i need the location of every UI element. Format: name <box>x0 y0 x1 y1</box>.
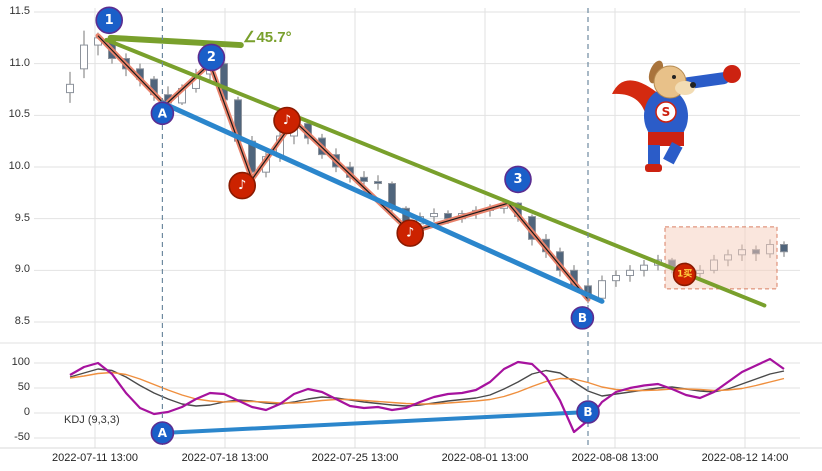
kdj-tick-label: -50 <box>14 431 30 443</box>
kdj-j-line <box>69 357 785 434</box>
y-tick-label: 11.5 <box>9 5 30 17</box>
blue-trendline <box>159 100 605 304</box>
marker-letter-circle <box>570 306 595 330</box>
dog-trunks <box>648 132 684 146</box>
marker-buy-label: 1买 <box>677 268 692 279</box>
zigzag-core-line <box>97 35 589 300</box>
kdj-blue-trendline <box>160 410 590 435</box>
dog-muzzle <box>675 81 695 95</box>
marker-music-label: ♪ <box>406 226 414 241</box>
kdj-tick-label: 50 <box>17 381 30 393</box>
marker-music-circle <box>396 219 425 247</box>
y-tick-label: 8.5 <box>14 315 30 327</box>
candle-body <box>66 83 74 94</box>
y-tick-label: 10.5 <box>8 108 30 120</box>
marker-number-label: 3 <box>513 172 522 187</box>
marker-music-label: ♪ <box>238 178 246 193</box>
candle-body <box>626 269 634 277</box>
candle-body <box>640 264 648 271</box>
marker-letter-label: A <box>158 426 168 440</box>
dog-badge-letter: S <box>662 105 671 119</box>
candle-body <box>374 180 382 185</box>
dog-nose <box>690 82 696 88</box>
marker-letter-label: A <box>158 106 168 120</box>
x-tick-label: 2022-07-11 13:00 <box>51 452 139 464</box>
dog-leg2 <box>663 142 683 165</box>
angle-reference-line <box>107 34 244 49</box>
marker-music-circle <box>228 171 256 200</box>
y-tick-label: 11.0 <box>9 57 30 69</box>
candle-body <box>360 176 368 182</box>
dog-eye <box>672 75 676 79</box>
marker-letter-circle <box>150 421 175 445</box>
dashed-layer <box>161 8 589 448</box>
dog-leg <box>648 145 660 166</box>
dog-boot <box>645 164 662 172</box>
kdj-tick-label: 100 <box>11 356 30 368</box>
marker-number-circle <box>197 43 226 72</box>
superhero-dog-image: S <box>612 60 741 172</box>
candle-body <box>780 244 788 253</box>
x-tick-label: 2022-07-18 13:00 <box>181 452 269 464</box>
kdj-indicator-label: KDJ (9,3,3) <box>64 414 120 426</box>
candle-body <box>80 44 88 70</box>
dog-badge <box>655 101 677 123</box>
marker-number-circle <box>504 165 532 194</box>
y-tick-label: 9.5 <box>14 212 30 224</box>
dog-fist <box>723 65 741 83</box>
marker-letter-label: B <box>578 311 587 325</box>
marker-letter-circle <box>576 400 600 424</box>
markers-layer: 1 2 3 A B ♪ ♪ ♪ 1买 A B <box>95 6 697 445</box>
y-tick-label: 9.0 <box>14 263 30 275</box>
x-tick-label: 2022-08-12 14:00 <box>701 452 789 464</box>
marker-number-label: 1 <box>105 13 114 28</box>
x-tick-label: 2022-08-08 13:00 <box>571 452 659 464</box>
candle-body <box>612 275 620 282</box>
marker-music-circle <box>273 106 301 135</box>
candle-body <box>430 213 438 218</box>
kdj-d-line <box>69 371 785 405</box>
kdj-layer <box>69 357 785 434</box>
marker-buy-circle <box>672 262 697 287</box>
marker-number-circle <box>95 6 123 35</box>
green-trendline <box>104 37 767 308</box>
grid-layer <box>0 8 822 449</box>
x-tick-label: 2022-08-01 13:00 <box>441 452 529 464</box>
marker-letter-circle <box>150 101 175 126</box>
marker-music-label: ♪ <box>283 113 291 128</box>
angle-annotation: ∠45.7° <box>243 29 292 46</box>
marker-number-label: 2 <box>207 50 216 65</box>
y-tick-label: 10.0 <box>8 160 30 172</box>
lines-layer <box>95 33 767 435</box>
candle-body <box>598 280 606 299</box>
marker-letter-label: B <box>583 405 592 419</box>
x-tick-label: 2022-07-25 13:00 <box>311 452 399 464</box>
kdj-tick-label: 0 <box>23 406 30 418</box>
